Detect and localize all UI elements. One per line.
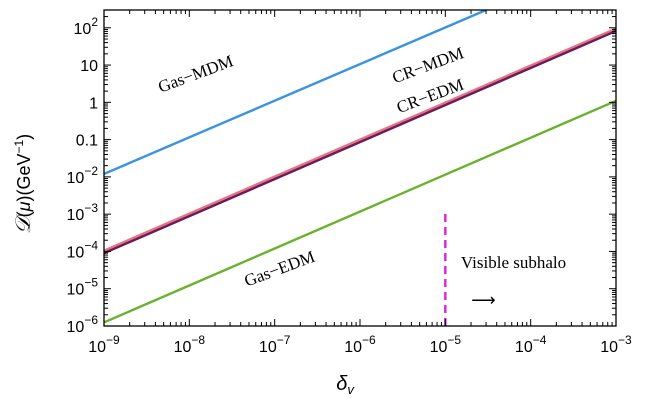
y-tick-label: 0.1 <box>76 133 98 150</box>
x-tick-label: 10−4 <box>515 333 547 356</box>
x-axis-label: δv <box>336 373 355 397</box>
series-lines <box>104 10 616 326</box>
y-tick-labels: 10−6 10−5 10−4 10−3 10−2 0.1 1 10 102 <box>67 15 99 336</box>
y-tick-label: 1 <box>89 95 98 112</box>
y-tick-label: 10−5 <box>67 276 99 299</box>
annotation-arrow: ⟶ <box>471 290 495 309</box>
svg-text:δv: δv <box>336 373 355 397</box>
series-line-cr-edm <box>104 29 616 255</box>
x-tick-label: 10−6 <box>344 333 376 356</box>
plot-frame <box>103 9 617 327</box>
series-line-gas-mdm <box>104 10 487 176</box>
x-tick-label: 10−5 <box>430 333 462 356</box>
x-tick-label: 10−9 <box>88 333 120 356</box>
annotation-gas-mdm: Gas−MDM <box>156 51 236 96</box>
y-tick-label: 10 <box>80 58 98 75</box>
x-tick-label: 10−3 <box>600 333 632 356</box>
x-tick-label: 10−7 <box>259 333 291 356</box>
x-tick-labels: 10−9 10−8 10−7 10−6 10−5 10−4 10−3 <box>88 333 632 356</box>
series-line-gas-edm <box>104 99 616 324</box>
y-tick-label: 10−2 <box>67 164 99 187</box>
y-tick-label: 102 <box>74 15 99 38</box>
x-tick-label: 10−8 <box>174 333 206 356</box>
annotation-gas-edm: Gas−EDM <box>242 247 318 291</box>
svg-text:𝒟(μ)(GeV−1): 𝒟(μ)(GeV−1) <box>11 134 35 234</box>
y-axis-label: 𝒟(μ)(GeV−1) <box>11 134 35 234</box>
y-tick-label: 10−4 <box>67 238 99 261</box>
axis-ticks <box>103 9 617 327</box>
y-tick-label: 10−3 <box>67 201 99 224</box>
series-line-cr-mdm <box>104 27 616 252</box>
annotation-visible-subhalo: Visible subhalo <box>461 253 566 272</box>
y-tick-label: 10−6 <box>67 313 99 336</box>
